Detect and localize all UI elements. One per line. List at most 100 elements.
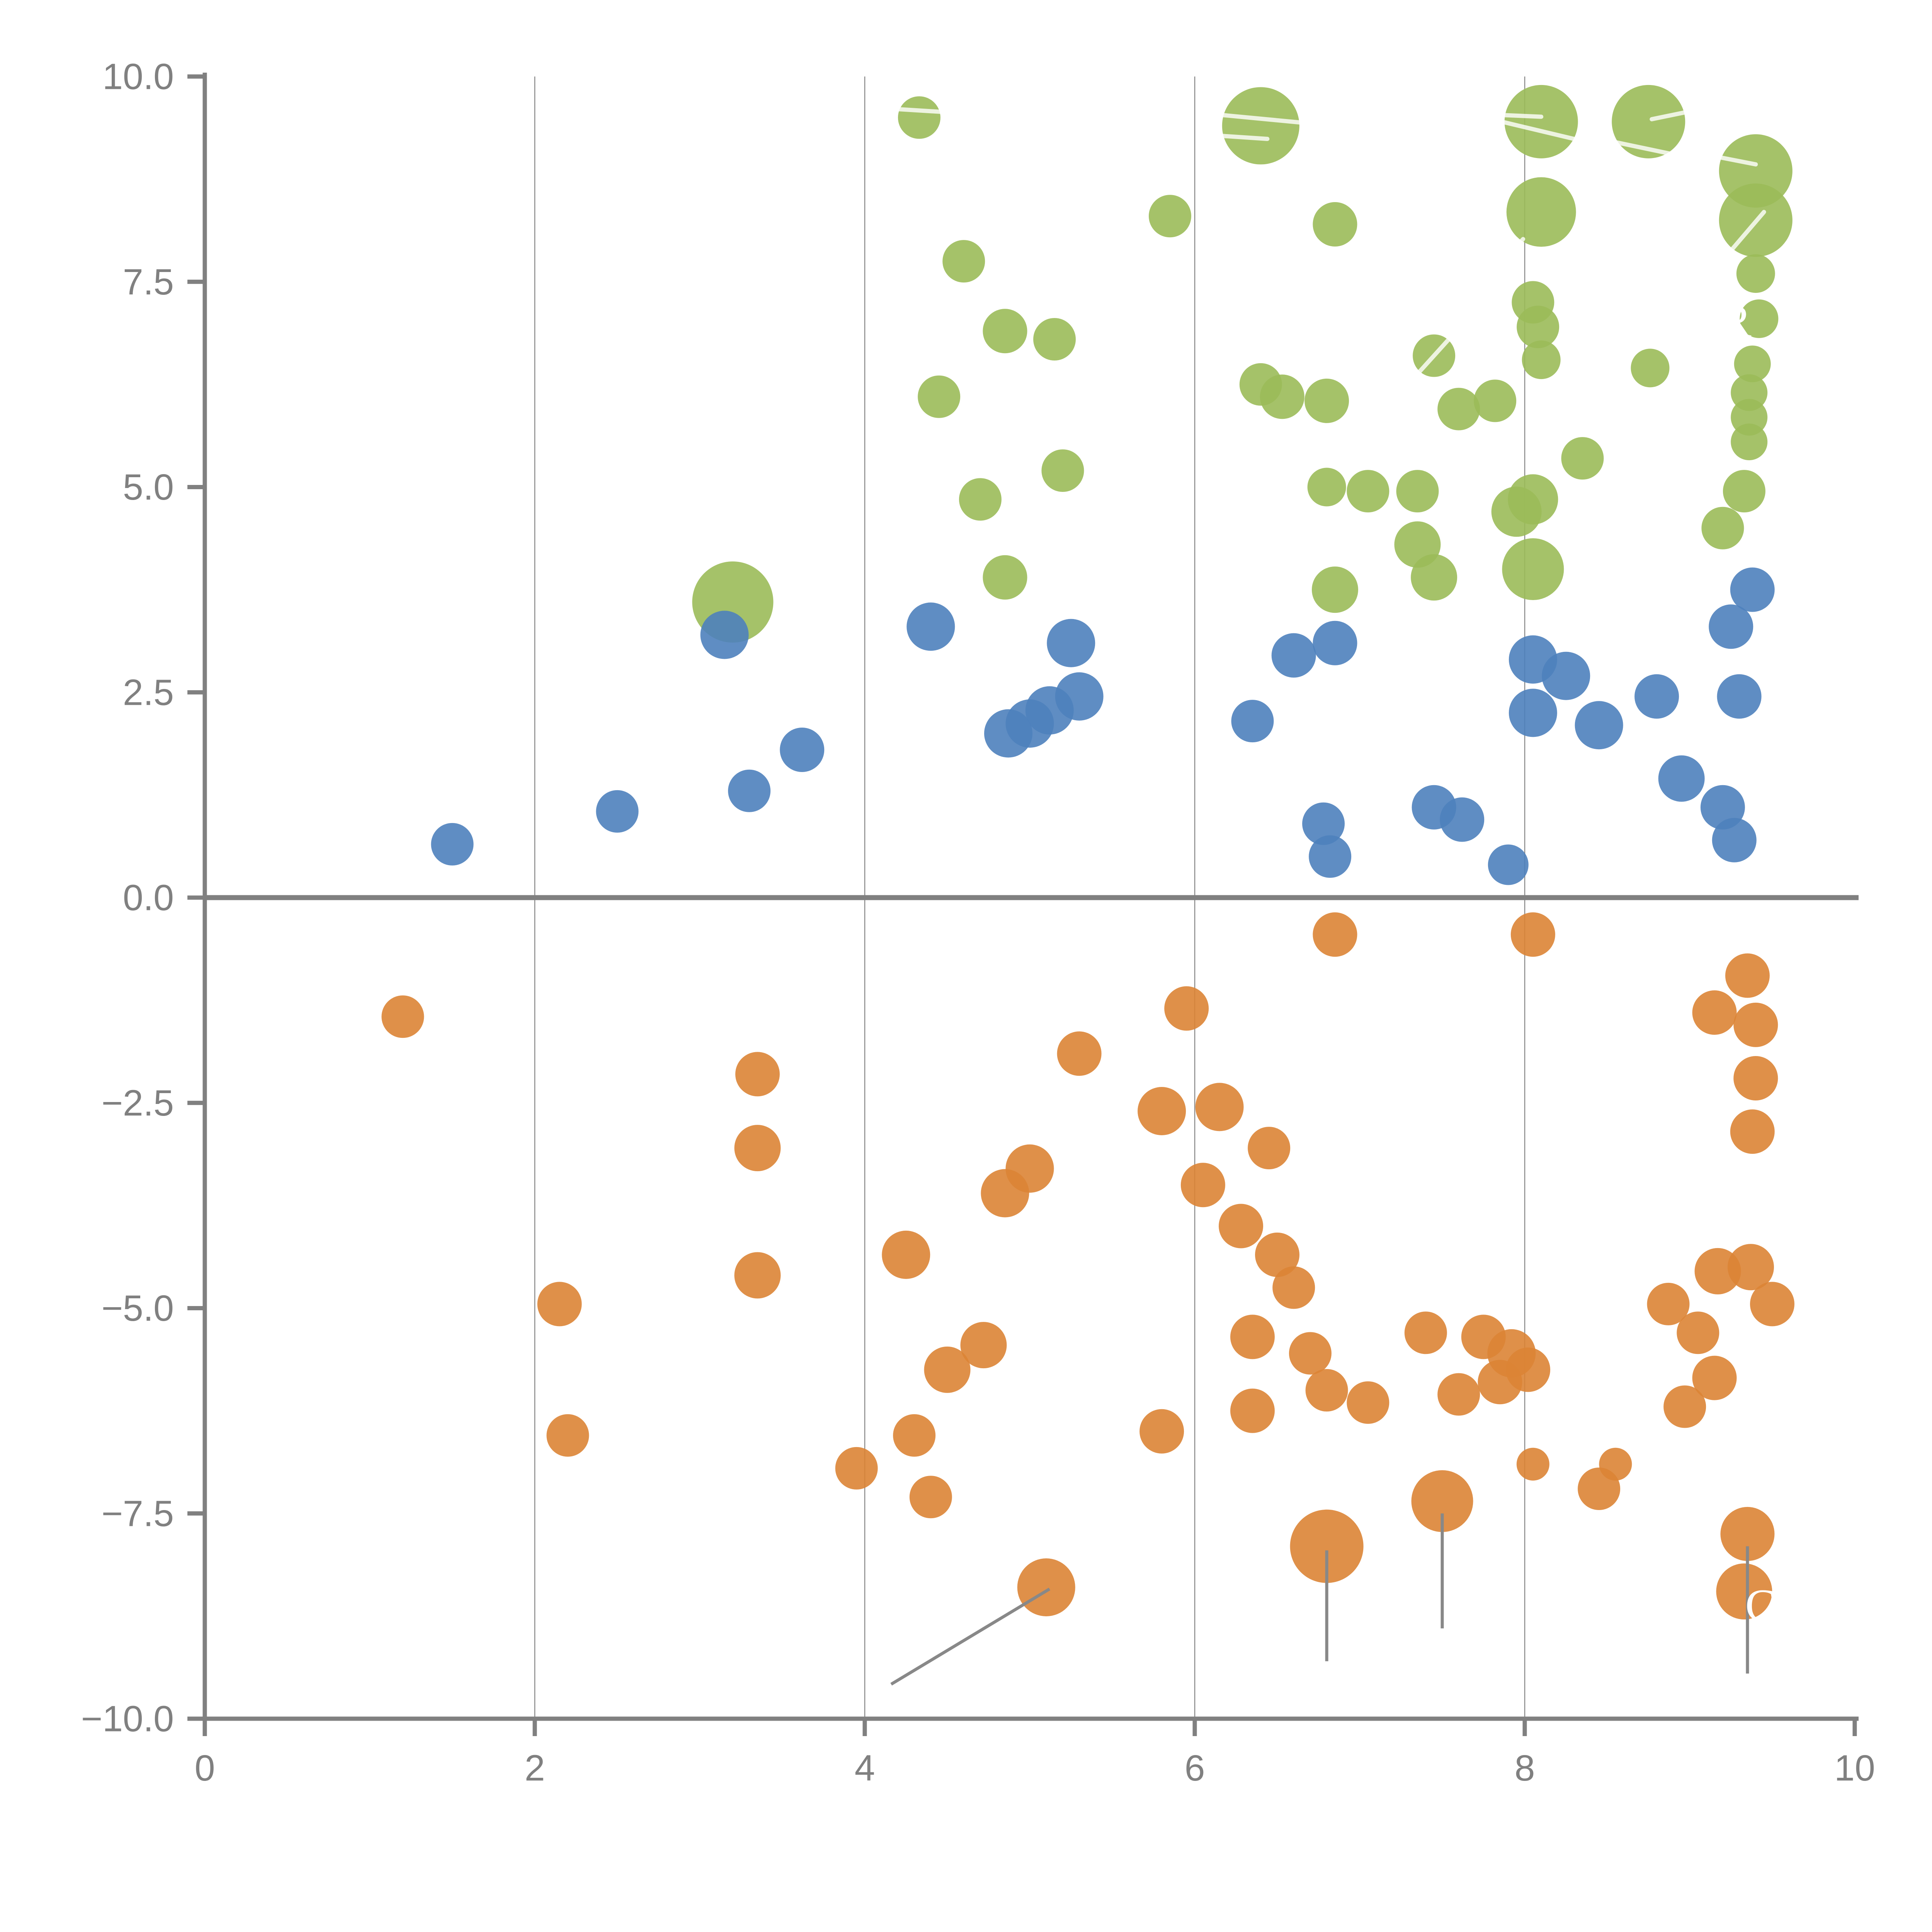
green-bubble-13 xyxy=(1506,177,1576,247)
white-leader-line-9 xyxy=(1494,237,1526,271)
orange-bubble-46 xyxy=(1750,1282,1794,1327)
blue-bubble-10 xyxy=(984,709,1032,758)
green-bubble-8 xyxy=(1313,202,1357,247)
orange-bubble-23 xyxy=(1272,1266,1315,1309)
orange-bubble-50 xyxy=(1663,1385,1706,1428)
orange-bubble-31 xyxy=(1404,1311,1447,1354)
blue-bubble-29 xyxy=(1712,818,1757,862)
white-leader-line-10 xyxy=(1417,337,1451,374)
green-bubble-36 xyxy=(1396,470,1439,513)
y-ticks: 10.0 7.5 5.0 2.5 0.0 −2.5 −5.0 −7.5 −10.0 xyxy=(81,56,205,1740)
green-bubble-0 xyxy=(898,96,940,139)
orange-bubble-14 xyxy=(1005,1144,1054,1193)
green-bubble-10 xyxy=(942,240,985,283)
series-orange xyxy=(381,912,1794,1620)
blue-bubble-23 xyxy=(1634,674,1679,719)
blue-bubble-2 xyxy=(700,611,749,659)
green-bubble-6 xyxy=(1736,254,1775,293)
blue-bubble-5 xyxy=(906,602,955,651)
green-bubble-1 xyxy=(1222,87,1299,165)
orange-bubble-2 xyxy=(537,1282,582,1327)
orange-bubble-4 xyxy=(735,1052,780,1097)
green-bubble-19 xyxy=(1734,345,1771,383)
blue-bubble-13 xyxy=(1313,621,1357,665)
green-bubble-42 xyxy=(1502,538,1564,600)
green-bubble-12 xyxy=(1033,318,1076,361)
y-tick-label--2.5: −2.5 xyxy=(101,1083,174,1124)
x-tick-label-2: 2 xyxy=(525,1748,545,1789)
green-bubble-3 xyxy=(1612,85,1685,158)
y-tick-label-10: 10.0 xyxy=(102,56,174,97)
blue-bubble-20 xyxy=(1542,651,1590,700)
orange-bubble-48 xyxy=(1677,1311,1719,1354)
orange-bubble-47 xyxy=(1647,1282,1690,1325)
green-bubble-30 xyxy=(918,375,961,418)
y-tick-label--10: −10.0 xyxy=(81,1699,174,1740)
green-bubble-2 xyxy=(1504,85,1578,158)
y-tick-label--7.5: −7.5 xyxy=(101,1493,174,1534)
orange-bubble-56 xyxy=(1730,1109,1775,1154)
green-bubble-7 xyxy=(1740,299,1779,338)
orange-bubble-5 xyxy=(734,1252,781,1299)
x-tick-label-10: 10 xyxy=(1834,1748,1875,1789)
orange-bubble-25 xyxy=(1510,912,1555,957)
x-ticks: 0 2 4 6 8 10 xyxy=(195,1718,1875,1789)
orange-bubble-28 xyxy=(1289,1332,1332,1375)
y-tick-label-7.5: 7.5 xyxy=(123,262,174,303)
orange-bubble-24 xyxy=(1313,912,1357,957)
white-leader-line-0 xyxy=(872,105,969,116)
blue-bubble-11 xyxy=(1231,700,1274,743)
green-bubble-23 xyxy=(1723,470,1765,513)
orange-bubble-41 xyxy=(1411,1470,1473,1532)
annotation-letter-R: R xyxy=(1721,295,1752,347)
x-tick-label-8: 8 xyxy=(1515,1748,1535,1789)
blue-bubble-25 xyxy=(1709,604,1753,649)
white-leader-line-8 xyxy=(1729,210,1766,253)
orange-bubble-8 xyxy=(909,1476,952,1519)
orange-bubble-3 xyxy=(734,1125,781,1172)
white-leader-lines xyxy=(872,105,1766,374)
green-bubble-34 xyxy=(1307,468,1346,507)
y-tick-label--5: −5.0 xyxy=(101,1288,174,1329)
white-leader-line-7 xyxy=(1707,153,1758,167)
orange-bubble-40 xyxy=(1290,1509,1364,1583)
x-tick-label-4: 4 xyxy=(855,1748,875,1789)
y-tick-label-0: 0.0 xyxy=(123,878,174,918)
orange-bubble-0 xyxy=(381,995,424,1038)
gray-leader-lines xyxy=(890,1513,1749,1686)
blue-bubble-14 xyxy=(1302,802,1345,845)
green-bubble-41 xyxy=(1508,474,1558,525)
axes xyxy=(187,72,1859,1736)
green-bubble-11 xyxy=(983,309,1027,354)
series-blue xyxy=(431,567,1775,885)
orange-bubble-54 xyxy=(1733,1002,1778,1047)
blue-bubble-17 xyxy=(1440,797,1485,842)
orange-bubble-27 xyxy=(1230,1388,1275,1433)
orange-bubble-7 xyxy=(893,1414,936,1457)
blue-bubble-18 xyxy=(1488,844,1529,885)
green-bubble-39 xyxy=(1311,566,1358,613)
white-leader-line-4 xyxy=(1499,119,1583,143)
green-bubble-28 xyxy=(1437,388,1480,430)
orange-bubble-18 xyxy=(1164,986,1209,1031)
blue-bubble-15 xyxy=(1309,835,1352,878)
blue-bubble-0 xyxy=(431,823,474,866)
green-bubble-22 xyxy=(1731,423,1768,461)
green-bubble-24 xyxy=(1701,507,1744,549)
orange-bubble-30 xyxy=(1347,1381,1389,1424)
green-bubble-26 xyxy=(1260,374,1304,419)
blue-bubble-24 xyxy=(1730,567,1775,612)
blue-bubble-6 xyxy=(1047,619,1095,667)
orange-bubble-12 xyxy=(960,1322,1007,1369)
green-bubble-31 xyxy=(959,478,1002,521)
orange-bubble-53 xyxy=(1692,990,1737,1035)
white-leader-line-2 xyxy=(1216,133,1270,141)
green-bubble-33 xyxy=(983,555,1027,600)
orange-bubble-6 xyxy=(835,1447,878,1490)
x-tick-label-6: 6 xyxy=(1185,1748,1205,1789)
green-bubble-15 xyxy=(1517,306,1560,349)
orange-bubble-21 xyxy=(1219,1204,1264,1248)
orange-bubble-49 xyxy=(1692,1355,1737,1400)
green-bubble-38 xyxy=(1411,554,1458,601)
